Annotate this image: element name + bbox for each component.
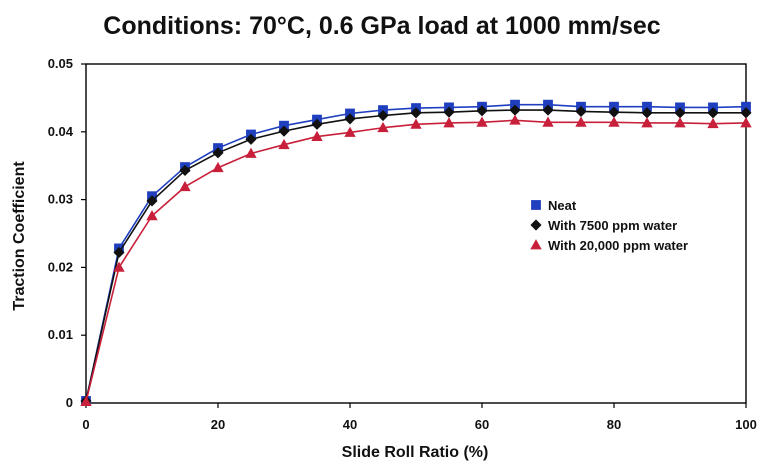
- series-3-point: [80, 395, 92, 407]
- series-3-point: [707, 117, 719, 129]
- series-2-point: [245, 133, 257, 145]
- chart-title: Conditions: 70°C, 0.6 GPa load at 1000 m…: [103, 12, 661, 40]
- series-2-point: [278, 125, 290, 137]
- series-2-point: [311, 118, 323, 130]
- y-axis-tick-label: 0.03: [48, 192, 73, 207]
- chart-legend: Neat With 7500 ppm water With 20,000 ppm w…: [530, 198, 688, 253]
- x-axis-tick-label: 0: [82, 417, 89, 432]
- series-2-point: [113, 246, 125, 259]
- series-3-point: [740, 117, 752, 128]
- series-2-point: [575, 105, 587, 118]
- series-3-point: [674, 117, 686, 128]
- series-3-point: [641, 117, 653, 128]
- y-axis-tick-label: 0.04: [48, 124, 74, 139]
- series-3-point: [410, 118, 422, 129]
- series-3-point: [311, 130, 323, 141]
- series-2-point: [410, 107, 422, 119]
- series-3-point: [146, 210, 158, 221]
- series-2-point: [179, 164, 191, 177]
- y-axis-label: Traction Coefficient: [11, 161, 28, 311]
- series-2-point: [146, 195, 158, 207]
- series-3-point: [344, 126, 356, 137]
- x-axis-tick-label: 40: [343, 417, 357, 432]
- series-3-point: [509, 114, 521, 125]
- series-2-point: [542, 104, 554, 116]
- x-axis-label: Slide Roll Ratio (%): [342, 444, 489, 461]
- x-axis-tick-label: 80: [607, 417, 621, 432]
- series-3-point: [608, 116, 620, 127]
- legend-marker-3: [530, 239, 542, 250]
- legend-label-1: Neat: [548, 198, 577, 213]
- series-3-point: [179, 180, 191, 192]
- series-2-point: [212, 147, 224, 159]
- plot-area-border: [85, 63, 747, 404]
- series-3-point: [245, 147, 257, 158]
- series-3-point: [278, 138, 290, 150]
- chart-marks-layer: 0 0.01 0.02 0.03 0.04 0.05 0 20 40 60 80 100: [48, 56, 757, 432]
- legend-label-3: With 20,000 ppm water: [548, 238, 688, 253]
- x-axis-tick-label: 100: [735, 417, 757, 432]
- series-3-point: [212, 161, 224, 173]
- series-2-point: [344, 113, 356, 125]
- series-3-point: [476, 116, 488, 127]
- series-2-point: [377, 109, 389, 122]
- series-line-2: [85, 109, 747, 402]
- y-axis-tick-label: 0.01: [48, 327, 73, 342]
- series-3-point: [575, 116, 587, 127]
- series-2-point: [707, 107, 719, 119]
- y-axis-tick-label: 0.05: [48, 56, 73, 71]
- x-axis-tick-label: 20: [211, 417, 225, 432]
- series-3-point: [443, 117, 455, 128]
- legend-label-2: With 7500 ppm water: [548, 218, 677, 233]
- y-axis-tick-label: 0: [66, 395, 73, 410]
- series-2-point: [476, 105, 488, 117]
- y-axis-tick-label: 0.02: [48, 259, 73, 274]
- legend-marker-1: [531, 200, 541, 210]
- x-axis-tick-label: 60: [475, 417, 489, 432]
- series-2-point: [443, 106, 455, 118]
- series-3-point: [377, 121, 389, 133]
- legend-marker-2: [530, 219, 542, 231]
- series-3-point: [113, 261, 125, 272]
- series-3-point: [542, 116, 554, 127]
